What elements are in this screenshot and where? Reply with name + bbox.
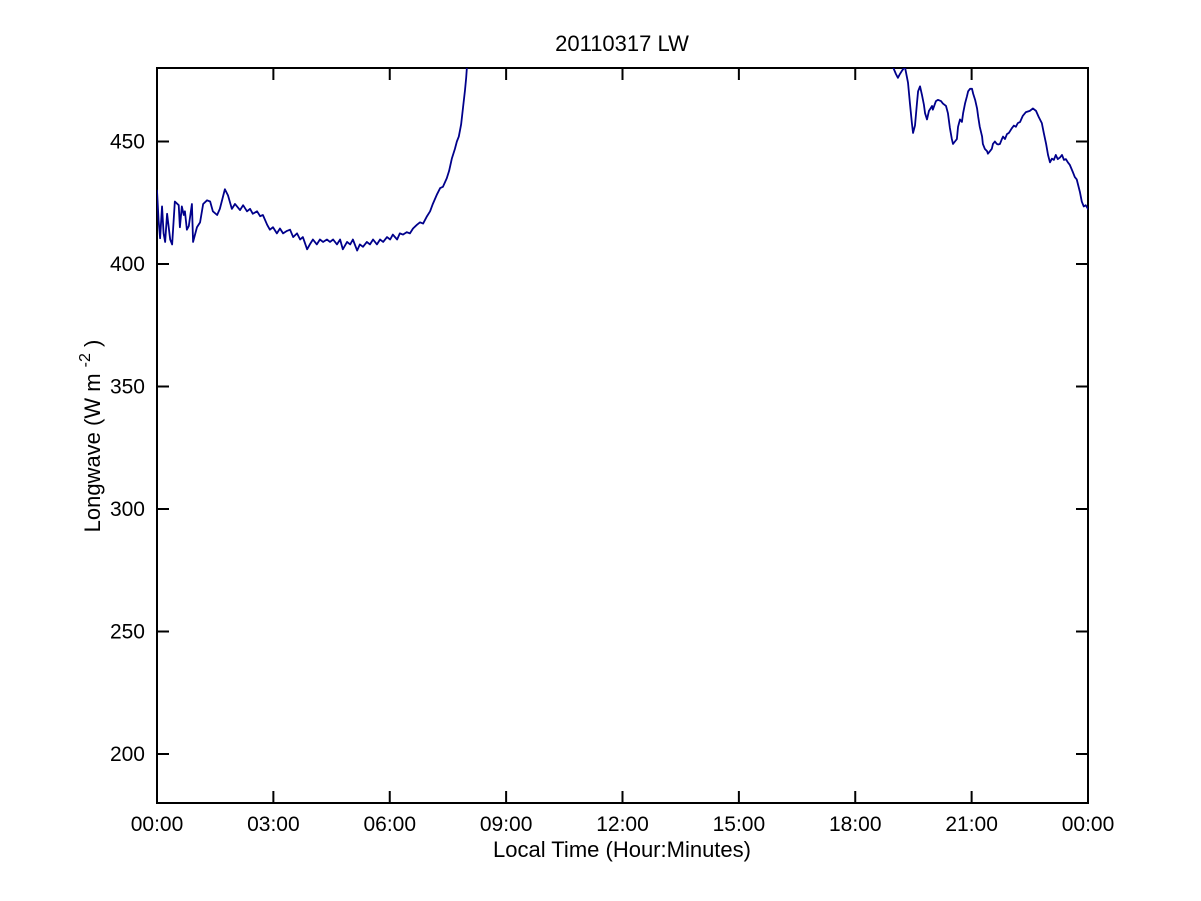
y-axis-label: Longwave (W m -2 ) [70, 340, 105, 533]
x-axis-label: Local Time (Hour:Minutes) [493, 837, 751, 862]
x-tick-label: 00:00 [131, 813, 184, 836]
y-tick-label: 200 [110, 743, 145, 766]
longwave-line [892, 68, 1088, 210]
x-tick-label: 06:00 [363, 813, 416, 836]
data-series [157, 68, 1088, 252]
y-tick-label: 450 [110, 131, 145, 154]
x-tick-label: 12:00 [596, 813, 649, 836]
y-axis-label-prefix: Longwave (W m [80, 373, 105, 532]
y-tick-label: 300 [110, 498, 145, 521]
y-tick-label: 400 [110, 253, 145, 276]
longwave-line [157, 68, 468, 252]
x-tick-label: 18:00 [829, 813, 882, 836]
axis-ticks [156, 68, 1089, 803]
y-tick-label: 250 [110, 621, 145, 644]
y-axis-label-suffix: ) [80, 340, 105, 347]
x-tick-label: 00:00 [1062, 813, 1115, 836]
x-tick-label: 15:00 [713, 813, 766, 836]
y-axis-label-superscript: -2 [77, 353, 94, 367]
axis-tick-labels: 00:00 03:00 06:00 09:00 12:00 15:00 18:00 21:00… [110, 131, 1114, 837]
x-tick-label: 09:00 [480, 813, 533, 836]
x-tick-label: 03:00 [247, 813, 300, 836]
chart-title: 20110317 LW [555, 31, 689, 56]
plot-box [156, 67, 1089, 804]
y-tick-label: 350 [110, 376, 145, 399]
x-tick-label: 21:00 [945, 813, 998, 836]
